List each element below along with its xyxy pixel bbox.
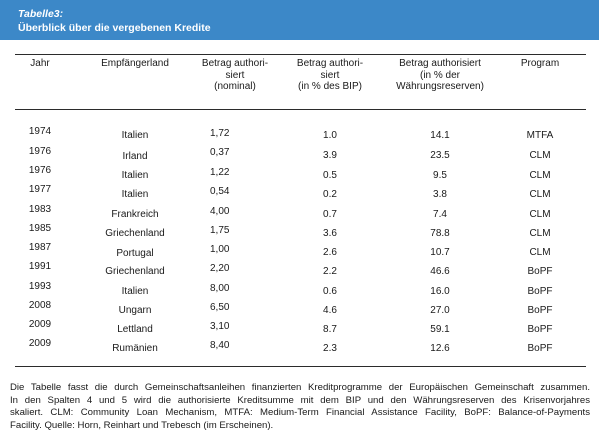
footnote-line: In den Spalten 4 und 5 wird die authoris… [10,394,590,406]
cell-reserven: 27.0 [430,305,450,316]
cell-land: Frankreich [111,209,159,220]
table-header-rule [15,109,586,110]
cell-nominal: 1,22 [210,167,230,178]
cell-jahr: 1985 [28,223,52,234]
cell-land: Lettland [117,324,153,335]
cell-bip: 0.7 [323,209,337,220]
cell-nominal: 1,75 [210,225,230,236]
cell-program: BoPF [527,324,553,335]
column-header-line: (nominal) [214,81,256,92]
cell-jahr: 1976 [28,146,52,157]
column-header-program: Program [520,58,560,69]
cell-bip: 1.0 [323,130,337,141]
cell-program: CLM [529,209,551,220]
cell-bip: 0.2 [323,189,337,200]
column-header-line: (in % der [419,69,460,81]
cell-reserven: 14.1 [430,130,450,141]
column-header-betrag-bip: Betrag authori- siert (in % des BIP) [280,58,380,93]
cell-jahr: 1991 [28,261,52,272]
cell-land: Italien [121,286,149,297]
cell-program: CLM [529,170,551,181]
cell-bip: 0.5 [323,170,337,181]
cell-bip: 2.6 [323,247,337,258]
footnote-line: Facility. Quelle: Horn, Reinhart und Tre… [10,419,274,431]
column-header-line: siert [225,69,245,81]
cell-nominal: 8,00 [210,283,230,294]
cell-nominal: 1,00 [210,244,230,255]
cell-program: CLM [529,228,551,239]
cell-jahr: 2009 [28,319,52,330]
cell-bip: 3.6 [323,228,337,239]
cell-program: BoPF [527,343,553,354]
footnote-line: Die Tabelle fasst die durch Gemeinschaft… [10,382,590,393]
column-header-line: siert [320,69,340,81]
table-title-banner: Tabelle3: Überblick über die vergebenen … [0,0,599,40]
cell-jahr: 1976 [28,165,52,176]
cell-jahr: 1993 [28,281,52,292]
column-header-line: Betrag authorisiert [399,58,481,69]
cell-program: BoPF [527,305,553,316]
cell-program: MTFA [526,130,554,141]
column-header-line: (in % des BIP) [298,81,362,92]
cell-reserven: 59.1 [430,324,450,335]
cell-land: Griechenland [105,228,165,239]
cell-land: Rumänien [112,343,158,354]
footnote-line: skaliert. CLM: Community Loan Mechanism,… [10,407,590,419]
cell-land: Irland [122,151,148,162]
cell-bip: 2.3 [323,343,337,354]
cell-nominal: 6,50 [210,302,230,313]
cell-bip: 3.9 [323,150,337,161]
cell-reserven: 10.7 [430,247,450,258]
cell-nominal: 8,40 [210,340,230,351]
table-label: Tabelle3: [18,8,64,20]
cell-jahr: 2008 [28,300,52,311]
column-header-betrag-nominal: Betrag authori- siert (nominal) [185,58,285,93]
table-bottom-rule [15,366,586,367]
cell-land: Italien [121,130,149,141]
cell-reserven: 9.5 [433,170,447,181]
table-top-rule [15,54,586,55]
column-header-empfaengerland: Empfängerland [101,58,169,69]
cell-program: BoPF [527,286,553,297]
cell-jahr: 1974 [28,126,52,137]
cell-program: CLM [529,247,551,258]
cell-reserven: 46.6 [430,266,450,277]
cell-nominal: 1,72 [210,128,230,139]
table-title: Überblick über die vergebenen Kredite [18,22,211,34]
column-header-betrag-reserven: Betrag authorisiert (in % der Währungsre… [385,58,495,93]
cell-program: CLM [529,150,551,161]
cell-jahr: 1983 [28,204,52,215]
cell-land: Ungarn [118,305,152,316]
column-header-line: Betrag authori- [201,58,269,69]
cell-nominal: 0,54 [210,186,230,197]
column-header-line: Währungsreserven) [396,81,484,92]
cell-bip: 4.6 [323,305,337,316]
cell-program: BoPF [527,266,553,277]
cell-nominal: 2,20 [210,263,230,274]
cell-land: Griechenland [105,266,165,277]
cell-reserven: 7.4 [433,209,447,220]
cell-jahr: 1977 [28,184,52,195]
cell-reserven: 3.8 [433,189,447,200]
cell-bip: 2.2 [323,266,337,277]
column-header-line: Betrag authori- [296,58,364,69]
cell-reserven: 78.8 [430,228,450,239]
cell-reserven: 12.6 [430,343,450,354]
cell-nominal: 0,37 [210,147,230,158]
column-header-jahr: Jahr [30,58,50,69]
cell-reserven: 23.5 [430,150,450,161]
cell-bip: 8.7 [323,324,337,335]
cell-program: CLM [529,189,551,200]
cell-jahr: 1987 [28,242,52,253]
cell-land: Italien [121,189,149,200]
cell-jahr: 2009 [28,338,52,349]
cell-reserven: 16.0 [430,286,450,297]
cell-bip: 0.6 [323,286,337,297]
cell-land: Italien [121,170,149,181]
cell-nominal: 4,00 [210,206,230,217]
cell-land: Portugal [116,248,154,259]
cell-nominal: 3,10 [210,321,230,332]
table-footnote: Die Tabelle fasst die durch Gemeinschaft… [10,382,590,432]
